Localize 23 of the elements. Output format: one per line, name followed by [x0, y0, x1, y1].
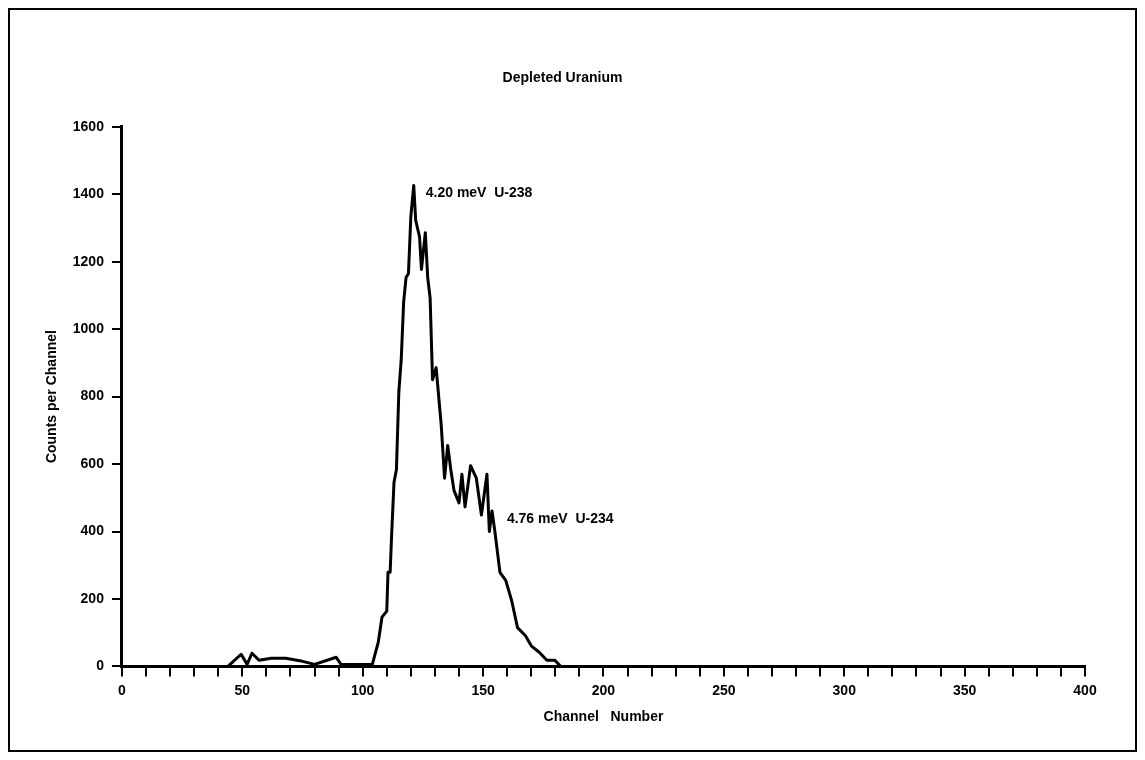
y-tick-label: 1200	[72, 252, 105, 269]
x-tick-label: 0	[118, 681, 127, 698]
y-tick-label: 600	[80, 454, 105, 471]
x-axis-title: Channel Number	[543, 708, 664, 725]
x-tick-label: 300	[832, 681, 857, 698]
y-tick-label: 1400	[72, 185, 105, 202]
x-tick-label: 200	[591, 681, 616, 698]
x-tick-label: 250	[712, 681, 736, 698]
x-tick-label: 150	[471, 681, 495, 698]
y-tick-label: 200	[80, 589, 105, 606]
annotation: 4.76 meV U-234	[506, 509, 614, 526]
y-tick-label: 1600	[72, 117, 105, 134]
y-tick-label: 0	[96, 657, 105, 674]
y-tick-label: 400	[80, 522, 105, 539]
x-tick-label: 100	[351, 681, 375, 698]
y-tick-label: 800	[80, 387, 105, 404]
x-tick-label: 50	[234, 681, 251, 698]
annotation: 4.20 meV U-238	[425, 184, 533, 201]
y-axis-title: Counts per Channel	[43, 330, 60, 464]
y-tick-label: 1000	[72, 320, 105, 337]
x-tick-label: 400	[1073, 681, 1097, 698]
chart-title: Depleted Uranium	[502, 69, 623, 86]
x-tick-label: 350	[952, 681, 977, 698]
